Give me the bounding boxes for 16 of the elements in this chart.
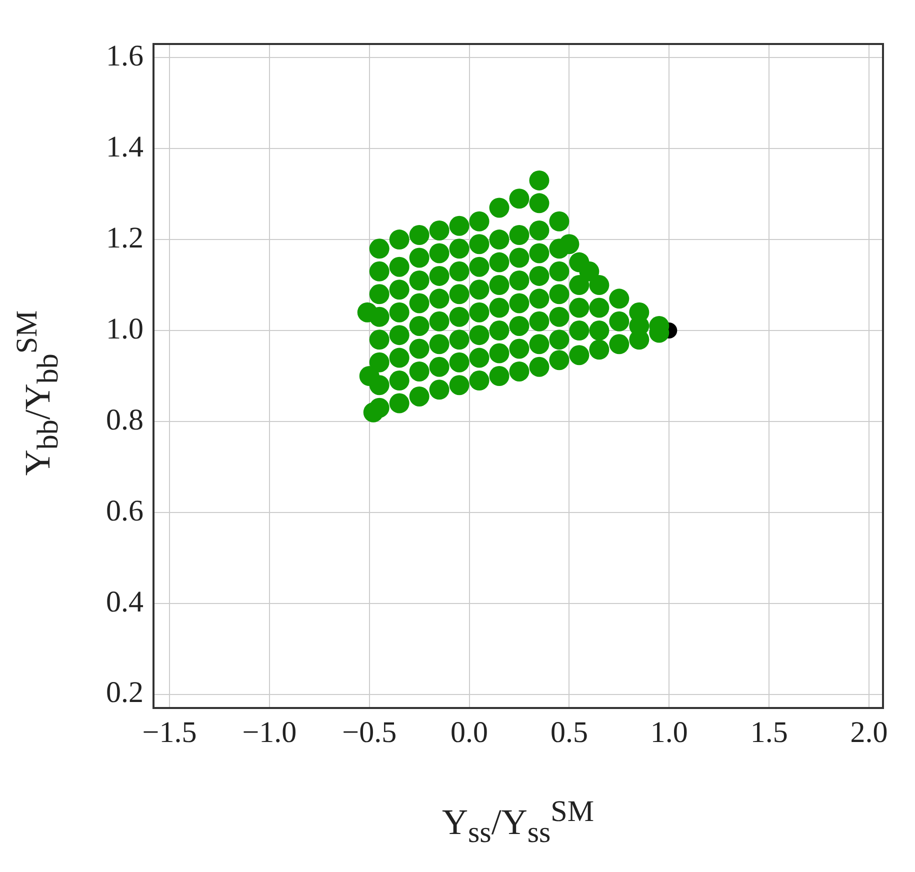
- x-tick-label: −0.5: [342, 716, 397, 749]
- x-tick-label: −1.0: [242, 716, 297, 749]
- x-tick-label: 1.0: [650, 716, 688, 749]
- y-tick-label: 1.6: [106, 40, 144, 73]
- y-tick-label: 0.6: [106, 494, 144, 528]
- x-tick-label: −1.5: [142, 716, 197, 749]
- x-tick-label: 0.5: [550, 716, 588, 749]
- y-tick-label: 1.0: [106, 312, 144, 346]
- y-tick-label: 0.4: [106, 585, 144, 618]
- y-tick-label: 0.2: [106, 676, 144, 710]
- y-tick-label: 1.2: [106, 221, 144, 254]
- x-tick-label: 1.5: [750, 716, 788, 749]
- y-tick-label: 0.8: [106, 403, 144, 436]
- y-tick-label: 1.4: [106, 130, 144, 164]
- x-tick-label: 2.0: [850, 716, 888, 749]
- x-tick-label: 0.0: [450, 716, 488, 749]
